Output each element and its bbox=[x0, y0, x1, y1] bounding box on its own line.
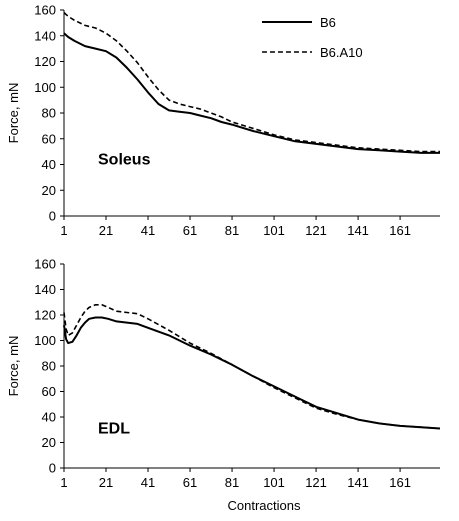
y-tick-label: 100 bbox=[34, 333, 56, 348]
x-tick-label: 161 bbox=[389, 475, 411, 490]
x-tick-label: 81 bbox=[225, 223, 239, 238]
x-tick-label: 81 bbox=[225, 475, 239, 490]
panel-label-soleus: Soleus bbox=[98, 152, 151, 169]
y-tick-label: 40 bbox=[42, 410, 56, 425]
y-tick-label: 20 bbox=[42, 435, 56, 450]
x-tick-label: 1 bbox=[60, 223, 67, 238]
y-tick-label: 60 bbox=[42, 384, 56, 399]
x-axis-title: Contractions bbox=[228, 498, 301, 513]
y-tick-label: 120 bbox=[34, 308, 56, 323]
x-tick-label: 41 bbox=[141, 475, 155, 490]
x-tick-label: 101 bbox=[263, 475, 285, 490]
x-tick-label: 121 bbox=[305, 223, 327, 238]
y-tick-label: 40 bbox=[42, 157, 56, 172]
y-tick-label: 80 bbox=[42, 106, 56, 121]
x-tick-label: 141 bbox=[347, 223, 369, 238]
series-line-b6 bbox=[63, 32, 440, 154]
y-tick-label: 100 bbox=[34, 80, 56, 95]
y-axis-title: Force, mN bbox=[6, 336, 21, 397]
x-tick-label: 21 bbox=[99, 475, 113, 490]
x-tick-label: 141 bbox=[347, 475, 369, 490]
y-tick-label: 160 bbox=[34, 257, 56, 272]
x-tick-label: 1 bbox=[60, 475, 67, 490]
series-line-b6 bbox=[63, 316, 441, 430]
x-tick-label: 61 bbox=[183, 223, 197, 238]
chart-legend: B6 B6.A10 bbox=[262, 15, 363, 60]
panel-label-edl: EDL bbox=[98, 421, 130, 438]
y-tick-label: 0 bbox=[49, 461, 56, 476]
x-tick-label: 41 bbox=[141, 223, 155, 238]
y-tick-label: 140 bbox=[34, 28, 56, 43]
x-tick-label: 21 bbox=[99, 223, 113, 238]
y-tick-label: 20 bbox=[42, 183, 56, 198]
series-line-b6-a10 bbox=[63, 303, 441, 430]
series-line-b6-a10 bbox=[63, 12, 440, 153]
x-tick-label: 61 bbox=[183, 475, 197, 490]
x-tick-label: 101 bbox=[263, 223, 285, 238]
legend-label-b6: B6 bbox=[320, 15, 336, 30]
y-tick-label: 80 bbox=[42, 359, 56, 374]
x-tick-label: 161 bbox=[389, 223, 411, 238]
y-tick-label: 140 bbox=[34, 282, 56, 297]
y-tick-label: 120 bbox=[34, 54, 56, 69]
y-tick-label: 0 bbox=[49, 209, 56, 224]
x-tick-label: 121 bbox=[305, 475, 327, 490]
y-tick-label: 160 bbox=[34, 3, 56, 18]
legend-label-b6-a10: B6.A10 bbox=[320, 45, 363, 60]
y-tick-label: 60 bbox=[42, 131, 56, 146]
y-axis-title: Force, mN bbox=[6, 83, 21, 144]
